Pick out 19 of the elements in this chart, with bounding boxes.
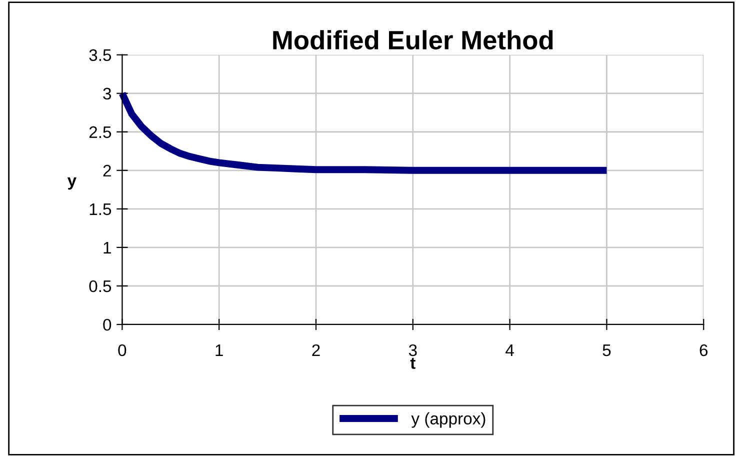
y-tick-label: 1 — [104, 242, 111, 254]
x-tick-label: 2 — [312, 344, 320, 356]
y-tick-label: 2.5 — [89, 126, 112, 138]
y-tick-label: 3.5 — [89, 49, 112, 62]
y-tick-label: 1.5 — [90, 203, 112, 216]
x-tick-label: 3 — [408, 344, 417, 356]
x-axis-title: t — [410, 358, 416, 369]
x-tick-label: 5 — [602, 344, 611, 356]
x-tick-label: 4 — [506, 344, 514, 356]
legend-label: y (approx) — [411, 412, 486, 428]
chart-title: Modified Euler Method — [273, 30, 553, 50]
y-tick-label: 3 — [103, 88, 112, 100]
x-tick-label: 1 — [216, 344, 223, 356]
y-tick-label: 2 — [103, 164, 111, 176]
y-tick-label: 0.5 — [89, 280, 112, 292]
y-axis-title: y — [67, 177, 76, 190]
y-tick-label: 0 — [103, 318, 112, 331]
x-tick-label: 6 — [700, 344, 708, 356]
x-tick-label: 0 — [118, 344, 126, 356]
